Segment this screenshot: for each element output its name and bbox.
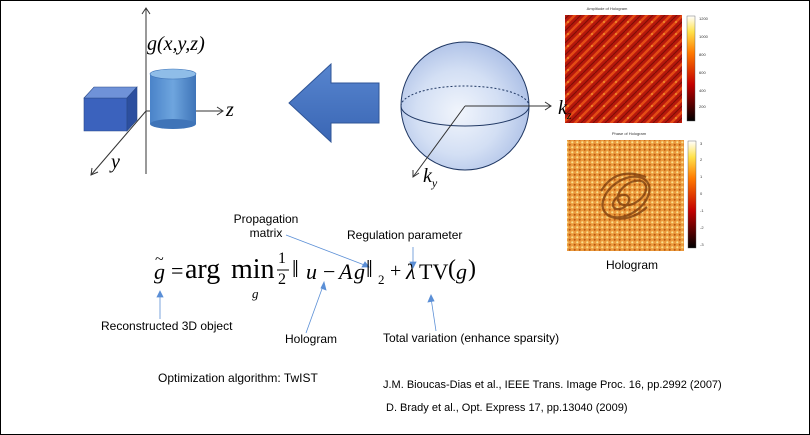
svg-text:1: 1 — [700, 174, 703, 179]
eq-minus: − — [323, 259, 336, 284]
eq-norm-close: ‖ — [366, 257, 373, 283]
svg-text:-2: -2 — [700, 225, 704, 230]
svg-text:600: 600 — [699, 70, 706, 75]
object-function-label: g(x,y,z) — [147, 33, 205, 55]
total-variation-label: Total variation (enhance sparsity) — [383, 331, 560, 345]
svg-text:3: 3 — [700, 141, 703, 146]
transform-arrow — [288, 62, 380, 144]
ky-axis — [412, 105, 466, 178]
svg-text:2: 2 — [700, 157, 703, 162]
eq-paren-open: ( — [448, 256, 456, 282]
vertical-axis-arrowhead — [141, 7, 151, 15]
optimization-algorithm-label: Optimization algorithm: TwIST — [158, 371, 318, 385]
eq-arg: arg — [185, 254, 221, 285]
k-axes — [412, 101, 552, 178]
hologram-caption: Hologram — [606, 258, 659, 272]
svg-text:-1: -1 — [700, 208, 704, 213]
phase-colorbar — [687, 140, 697, 249]
amplitude-ticks: 1200 1000 800 600 400 200 — [699, 16, 709, 109]
reconstructed-object-label: Reconstructed 3D object — [101, 319, 233, 333]
svg-text:800: 800 — [699, 52, 706, 57]
phase-image: Phase of Hologram 3 2 1 0 -1 -2 -3 — [567, 131, 704, 251]
eq-half-numerator: 1 — [278, 250, 286, 267]
svg-text:1200: 1200 — [699, 16, 709, 21]
amplitude-title: Amplitude of Hologram — [587, 6, 628, 11]
eq-norm-subscript: 2 — [378, 272, 385, 287]
eq-u: u — [306, 259, 317, 284]
z-axis-arrowhead — [216, 106, 224, 116]
ky-axis-arrowhead — [412, 170, 420, 178]
eq-tv: TV — [419, 259, 449, 284]
eq-tv-argument: g — [456, 259, 467, 284]
eq-min-subscript: g — [252, 286, 259, 301]
hologram-label: Hologram — [285, 332, 338, 346]
phase-ticks: 3 2 1 0 -1 -2 -3 — [700, 141, 704, 247]
eq-A: A — [339, 259, 353, 284]
phase-title: Phase of Hologram — [612, 131, 647, 136]
annotation-arrows — [156, 234, 437, 334]
kz-axis-arrowhead — [544, 101, 552, 111]
eq-paren-close: ) — [468, 256, 476, 282]
cylinder-shape — [149, 68, 197, 129]
z-axis-label: z — [226, 99, 234, 121]
eq-equals: = — [171, 258, 184, 283]
eq-half-denominator: 2 — [278, 271, 286, 288]
y-axis-arrowhead — [90, 167, 99, 176]
eq-lhs: g — [154, 259, 165, 284]
svg-text:-3: -3 — [700, 242, 704, 247]
regulation-parameter-label: Regulation parameter — [347, 228, 463, 242]
svg-text:400: 400 — [699, 88, 706, 93]
svg-text:0: 0 — [700, 191, 703, 196]
amplitude-colorbar — [686, 15, 696, 122]
propagation-matrix-label: Propagation matrix — [233, 212, 299, 240]
eq-norm-open: ‖ — [292, 257, 299, 283]
y-axis — [90, 110, 147, 176]
ky-axis-label: ky — [423, 165, 438, 190]
eq-min: min — [231, 254, 275, 285]
cube-shape — [83, 86, 138, 132]
svg-text:1000: 1000 — [699, 34, 709, 39]
amplitude-image: Amplitude of Hologram 1200 1000 800 600 … — [565, 6, 709, 123]
y-axis-label: y — [111, 151, 120, 173]
svg-text:200: 200 — [699, 104, 706, 109]
kz-axis-label: kz — [558, 97, 572, 122]
reference-2: D. Brady et al., Opt. Express 17, pp.130… — [386, 402, 628, 414]
reference-1: J.M. Bioucas-Dias et al., IEEE Trans. Im… — [383, 379, 722, 391]
eq-plus: + — [390, 260, 402, 282]
eq-lambda: λ — [406, 259, 416, 284]
eq-g: g — [354, 259, 365, 284]
eq-tilde: ~ — [155, 251, 164, 268]
